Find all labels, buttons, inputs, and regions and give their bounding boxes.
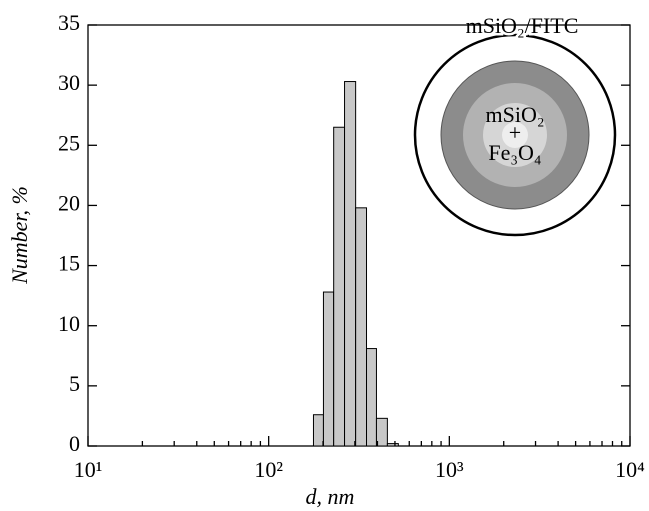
x-tick-label: 10¹ [74, 457, 103, 482]
y-tick-label: 10 [58, 311, 80, 336]
annotation: Fe₃O₄ [488, 140, 541, 165]
y-tick-label: 15 [58, 251, 80, 276]
y-tick-label: 5 [69, 371, 80, 396]
y-tick-label: 20 [58, 190, 80, 215]
y-tick-label: 30 [58, 70, 80, 95]
bar [387, 444, 398, 446]
bar [376, 418, 387, 446]
bar [334, 127, 345, 446]
x-tick-label: 10³ [435, 457, 464, 482]
bar [356, 208, 367, 446]
bar [313, 415, 323, 446]
chart: mSiO₂/FITC mSiO₂ + Fe₃O₄ d, nm Number, %… [0, 0, 649, 511]
bar [367, 349, 377, 446]
y-tick-label: 35 [58, 10, 80, 35]
x-tick-label: 10⁴ [615, 457, 645, 482]
y-tick-label: 0 [69, 431, 80, 456]
y-axis-label: Number, % [7, 186, 32, 285]
y-tick-label: 25 [58, 130, 80, 155]
bar [345, 82, 356, 446]
x-tick-label: 10² [254, 457, 283, 482]
bar [323, 292, 333, 446]
x-axis-label: d, nm [306, 484, 355, 509]
